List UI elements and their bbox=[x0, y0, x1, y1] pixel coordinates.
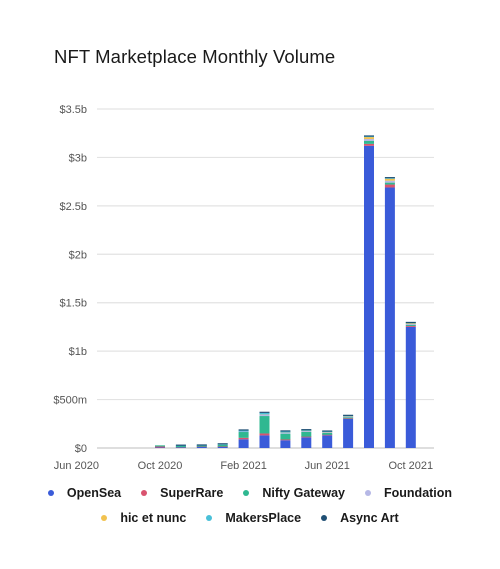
bar-segment-makersplace bbox=[238, 430, 249, 432]
bar-segment-nifty-gateway bbox=[238, 432, 249, 438]
x-axis-tick-labels: Jun 2020 Oct 2020 Feb 2021 Jun 2021 Oct 2021 bbox=[54, 460, 433, 472]
bar-segment-superrare bbox=[259, 433, 270, 436]
legend-item: OpenSea bbox=[47, 486, 122, 500]
bar-segment-nifty-gateway bbox=[405, 324, 416, 326]
bar-segment-opensea bbox=[259, 435, 270, 448]
bar-segment-foundation bbox=[259, 414, 270, 417]
y-axis-tick-labels: $0 $500m $1b $1.5b $2b $2.5b $3b $3.5b bbox=[53, 104, 87, 455]
legend-item: Foundation bbox=[365, 486, 452, 500]
y-tick-label: $0 bbox=[75, 443, 87, 455]
bar-segment-foundation bbox=[301, 430, 312, 432]
bar-segment-nifty-gateway bbox=[217, 444, 228, 447]
bar-segment-opensea bbox=[217, 446, 228, 448]
x-tick-label: Feb 2021 bbox=[220, 460, 266, 472]
x-tick-label: Jun 2021 bbox=[305, 460, 350, 472]
bar-segment-superrare bbox=[238, 437, 249, 440]
legend-item: SuperRare bbox=[141, 486, 223, 500]
bar-segment-async-art bbox=[196, 444, 207, 446]
y-tick-label: $2.5b bbox=[59, 201, 87, 213]
legend-dot-icon bbox=[141, 490, 148, 496]
bar-segment-foundation bbox=[343, 416, 354, 418]
bar-segment-opensea bbox=[322, 435, 333, 448]
bar-segment-opensea bbox=[301, 437, 312, 448]
bar-segment-foundation bbox=[405, 323, 416, 325]
legend-dot-icon bbox=[101, 515, 108, 521]
bar-segment-async-art bbox=[175, 444, 186, 446]
bar-segment-foundation bbox=[280, 432, 291, 434]
bar-segment-nifty-gateway bbox=[301, 431, 312, 437]
legend-dot-icon bbox=[321, 515, 328, 521]
gridlines bbox=[97, 108, 434, 449]
bar-segment-opensea bbox=[405, 326, 416, 448]
legend: OpenSea SuperRare Nifty Gateway Foundation h… bbox=[0, 486, 500, 525]
bar-segment-makersplace bbox=[259, 412, 270, 415]
bar-segment-async-art bbox=[259, 411, 270, 413]
bar-segment-hic-et-nunc bbox=[364, 137, 374, 140]
legend-dot-icon bbox=[365, 490, 372, 496]
bar-segment-opensea bbox=[196, 446, 207, 448]
legend-dot-icon bbox=[47, 490, 54, 496]
bar-segment-async-art bbox=[384, 177, 395, 179]
x-tick-label: Jun 2020 bbox=[54, 460, 99, 472]
bar-segment-superrare bbox=[301, 436, 312, 438]
bar-segment-superrare bbox=[155, 446, 165, 448]
stacked-bar-chart: $0 $500m $1b $1.5b $2b $2.5b $3b $3.5b Jun 2020… bbox=[53, 104, 434, 472]
y-tick-label: $500m bbox=[53, 395, 87, 407]
x-tick-label: Oct 2020 bbox=[138, 460, 183, 472]
bar-segment-nifty-gateway bbox=[384, 182, 395, 185]
bar-segment-nifty-gateway bbox=[364, 140, 374, 144]
legend-label: Foundation bbox=[384, 486, 453, 500]
bar-segment-superrare bbox=[405, 325, 416, 327]
legend-label: SuperRare bbox=[160, 486, 224, 500]
bar-segment-foundation bbox=[384, 180, 395, 183]
legend-label: Async Art bbox=[340, 511, 399, 525]
bar-segment-async-art bbox=[280, 430, 291, 432]
bar-segment-nifty-gateway bbox=[196, 445, 207, 447]
y-tick-label: $3.5b bbox=[59, 104, 87, 116]
bar-segment-async-art bbox=[364, 135, 374, 137]
legend-item: MakersPlace bbox=[206, 511, 301, 525]
bar-segment-async-art bbox=[301, 429, 312, 431]
y-tick-label: $1b bbox=[69, 346, 87, 358]
legend-label: Nifty Gateway bbox=[262, 486, 346, 500]
bar-segment-async-art bbox=[343, 414, 354, 416]
legend-item: Async Art bbox=[321, 511, 399, 525]
legend-label: MakersPlace bbox=[225, 511, 302, 525]
x-tick-label: Oct 2021 bbox=[388, 460, 433, 472]
bar-segment-nifty-gateway bbox=[280, 433, 291, 440]
bar-segment-async-art bbox=[238, 429, 249, 431]
bar-segment-opensea bbox=[343, 418, 354, 448]
bar-segment-opensea bbox=[238, 439, 249, 448]
bar-segment-superrare bbox=[280, 439, 291, 441]
legend-item: hic et nunc bbox=[101, 511, 186, 525]
bar-segment-superrare bbox=[384, 184, 395, 188]
legend-dot-icon bbox=[206, 515, 213, 521]
bar-segment-nifty-gateway bbox=[259, 416, 270, 434]
y-tick-label: $2b bbox=[69, 249, 87, 261]
bar-segment-async-art bbox=[405, 321, 416, 324]
bar-segment-async-art bbox=[322, 430, 333, 432]
chart-title: NFT Marketplace Monthly Volume bbox=[54, 46, 336, 67]
bars bbox=[155, 135, 416, 448]
bar-segment-nifty-gateway bbox=[343, 417, 354, 419]
legend-item: Nifty Gateway bbox=[243, 486, 345, 500]
bar-segment-opensea bbox=[364, 145, 374, 448]
bar-segment-makersplace bbox=[280, 431, 291, 433]
bar-segment-opensea bbox=[384, 187, 395, 448]
legend-label: OpenSea bbox=[66, 486, 122, 500]
bar-segment-opensea bbox=[280, 440, 291, 448]
bar-segment-nifty-gateway bbox=[175, 446, 186, 448]
bar-segment-nifty-gateway bbox=[155, 445, 165, 447]
legend-dot-icon bbox=[243, 490, 250, 496]
legend-label: hic et nunc bbox=[120, 511, 187, 525]
y-tick-label: $3b bbox=[69, 152, 87, 164]
bar-segment-async-art bbox=[217, 443, 228, 445]
bar-segment-superrare bbox=[364, 143, 374, 146]
bar-segment-hic-et-nunc bbox=[384, 178, 395, 181]
bar-segment-nifty-gateway bbox=[322, 432, 333, 435]
bar-segment-foundation bbox=[364, 139, 374, 141]
y-tick-label: $1.5b bbox=[59, 298, 87, 310]
